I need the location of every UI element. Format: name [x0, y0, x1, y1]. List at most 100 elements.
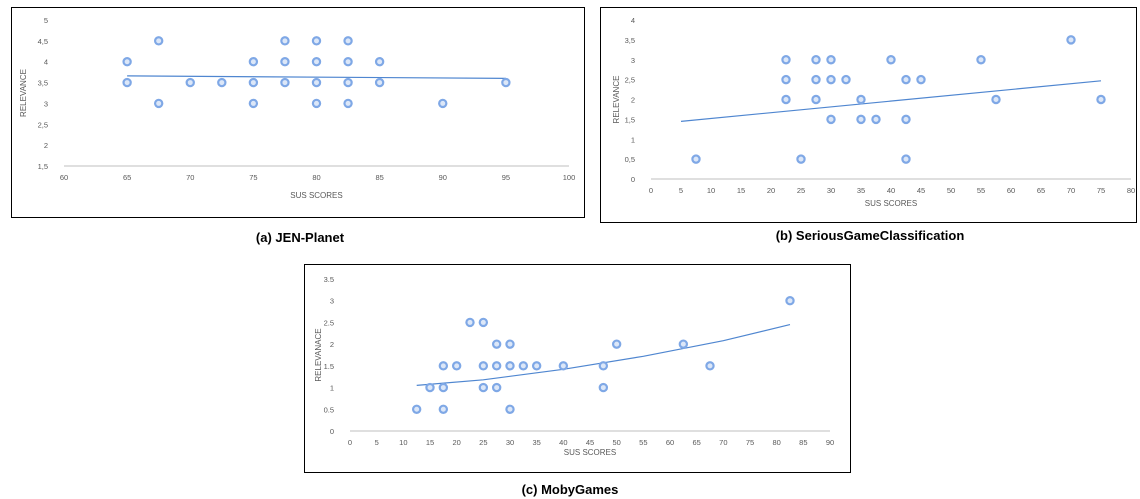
data-point: [991, 94, 1001, 105]
chart-title-jen-planet: (a) JEN-Planet: [255, 230, 345, 245]
y-tick-label: 0.5: [324, 405, 334, 414]
y-tick-label: 3,5: [625, 36, 635, 45]
data-point: [153, 98, 164, 109]
data-point: [491, 339, 502, 349]
x-tick-label: 30: [506, 438, 514, 447]
data-point: [248, 77, 259, 88]
y-tick-label: 0: [330, 427, 334, 436]
trendline: [127, 75, 506, 79]
x-tick-label: 30: [827, 186, 835, 195]
trendline: [680, 80, 1102, 122]
data-point: [901, 154, 911, 164]
x-tick-label: 60: [1007, 186, 1015, 195]
data-point: [811, 55, 821, 65]
x-tick-label: 80: [312, 173, 320, 182]
x-tick-label: 50: [947, 186, 955, 195]
data-point: [438, 382, 449, 393]
y-tick-label: 3: [44, 99, 48, 108]
scatter-chart-mobygames: 0 5 10 15 20 25 30 35 40 45 50 55 60 65 70 75 80 85 90 0 0.5…: [314, 275, 834, 457]
data-point: [311, 77, 322, 88]
data-point: [425, 382, 435, 393]
data-point: [374, 57, 385, 67]
x-tick-label: 40: [559, 438, 567, 447]
x-tick-label: 75: [746, 438, 754, 447]
chart-panel-mobygames: 0 5 10 15 20 25 30 35 40 45 50 55 60 65 70 75 80 85 90 0 0.5…: [304, 264, 851, 473]
x-tick-label: 20: [767, 186, 775, 195]
y-tick-label: 2.5: [324, 318, 334, 327]
y-tick-label: 3: [330, 297, 334, 306]
data-point: [781, 74, 791, 85]
y-tick-label: 2,5: [625, 76, 635, 85]
data-point: [1066, 35, 1076, 45]
x-axis-label: SUS SCORES: [865, 199, 917, 208]
x-tick-label: 40: [887, 186, 895, 195]
chart-title-serious-game-classification: (b) SeriousGameClassification: [775, 228, 965, 243]
x-tick-label: 85: [799, 438, 807, 447]
data-point: [826, 55, 836, 65]
data-point: [811, 94, 821, 105]
y-axis-label: RELEVANCE: [612, 76, 621, 124]
x-tick-label: 75: [1097, 186, 1105, 195]
x-tick-label: 65: [123, 173, 131, 182]
data-point: [826, 114, 836, 125]
x-tick-label: 50: [612, 438, 620, 447]
data-point: [841, 74, 851, 85]
data-point: [598, 382, 609, 393]
data-point: [248, 57, 259, 67]
x-tick-label: 0: [649, 186, 653, 195]
data-point: [691, 154, 701, 164]
data-point: [343, 77, 353, 88]
data-point: [705, 361, 715, 371]
data-point: [185, 77, 195, 88]
data-point: [311, 98, 322, 109]
data-point: [505, 361, 515, 371]
y-tick-label: 1: [631, 135, 635, 144]
data-point: [411, 404, 422, 414]
data-point: [374, 77, 385, 88]
data-point: [248, 98, 259, 109]
y-tick-label: 4: [44, 58, 48, 67]
trendline: [416, 324, 791, 386]
data-point: [1096, 94, 1106, 105]
chart-panel-serious-game-classification: 0 5 10 15 20 25 30 35 40 45 50 55 60 65 70 75 80 0 0,5 1 1,5…: [600, 7, 1137, 223]
y-tick-label: 0,5: [625, 155, 635, 164]
data-point: [611, 339, 622, 349]
x-axis-label: SUS SCORES: [290, 191, 342, 200]
data-point: [901, 74, 911, 85]
data-point: [781, 94, 791, 105]
x-tick-label: 45: [917, 186, 925, 195]
data-point: [478, 382, 489, 393]
x-tick-label: 70: [1067, 186, 1075, 195]
data-point: [438, 98, 448, 109]
y-tick-label: 1: [330, 384, 334, 393]
x-tick-label: 15: [737, 186, 745, 195]
x-tick-label: 55: [639, 438, 647, 447]
x-tick-label: 80: [1127, 186, 1135, 195]
x-tick-label: 35: [857, 186, 865, 195]
data-point: [491, 382, 502, 393]
data-point: [343, 57, 353, 67]
x-axis-label: SUS SCORES: [564, 448, 616, 457]
data-point: [343, 36, 353, 46]
x-tick-label: 60: [666, 438, 674, 447]
data-point: [438, 404, 449, 414]
data-point: [438, 361, 449, 371]
y-tick-label: 1,5: [625, 115, 635, 124]
data-point: [280, 57, 290, 67]
x-tick-label: 15: [426, 438, 434, 447]
data-point: [518, 361, 529, 371]
data-point: [886, 55, 896, 65]
data-point: [598, 361, 609, 371]
x-tick-label: 60: [60, 173, 68, 182]
data-point: [122, 77, 132, 88]
y-tick-label: 3.5: [324, 275, 334, 284]
data-point: [558, 361, 569, 371]
data-point: [531, 361, 542, 371]
x-tick-label: 80: [772, 438, 780, 447]
data-point: [122, 57, 132, 67]
chart-panel-jen-planet: 60 65 70 75 80 85 90 95 100 1,5 2 2,5 3 3,5 4 4,5 5 SUS S…: [11, 7, 585, 218]
data-point: [901, 114, 911, 125]
x-tick-label: 55: [977, 186, 985, 195]
data-point: [811, 74, 821, 85]
y-tick-label: 1.5: [324, 362, 334, 371]
